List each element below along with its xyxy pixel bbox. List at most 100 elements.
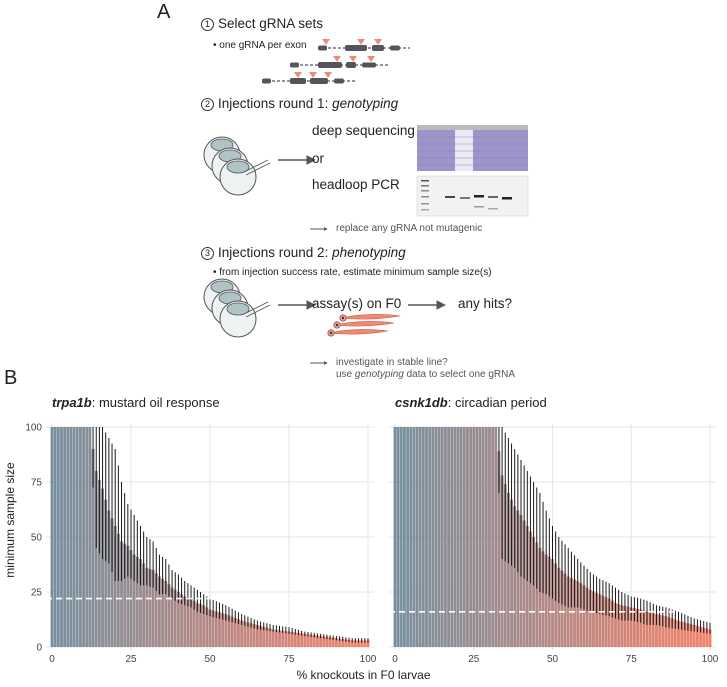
- chart-bar: [154, 573, 158, 647]
- chart-bar: [702, 627, 706, 647]
- chart-bar: [579, 583, 583, 647]
- chart-bar: [472, 427, 476, 647]
- chart-bar: [189, 598, 193, 647]
- chart-bar: [357, 640, 360, 647]
- chart-bar: [673, 619, 677, 647]
- y-tick-label: 25: [31, 588, 43, 599]
- chart-bar: [363, 640, 367, 647]
- chart-bar: [481, 427, 485, 647]
- chart-bar: [322, 636, 326, 647]
- chart-bar: [205, 607, 209, 647]
- chart-bar: [503, 484, 507, 647]
- grna-arrowhead-icon: [309, 72, 317, 78]
- chart-bar: [522, 520, 526, 647]
- chart-bar: [192, 600, 196, 647]
- chart-csnk1db: 0 25 50 75 100: [389, 424, 719, 665]
- chart-bar: [360, 640, 364, 647]
- chart-bar: [230, 616, 234, 647]
- chart-bar: [262, 626, 266, 647]
- chart-bar: [437, 427, 441, 647]
- chart-bar: [274, 629, 278, 647]
- chart-bar: [50, 427, 54, 647]
- x-tick-label: 25: [468, 654, 480, 665]
- chart-bar: [214, 611, 218, 647]
- chart-bar: [312, 635, 316, 647]
- grna-arrowhead-icon: [294, 72, 302, 78]
- chart-bar: [249, 623, 253, 647]
- chart-bar: [500, 475, 504, 647]
- chart-bar: [677, 620, 680, 647]
- chart-bar: [176, 592, 180, 647]
- chart-bar: [306, 634, 310, 647]
- chart-bar: [227, 615, 231, 647]
- chart-bar: [290, 632, 294, 647]
- chart-bar: [563, 573, 567, 647]
- step1-title: 1 Select gRNA sets: [201, 16, 323, 31]
- chart-bar: [639, 609, 643, 647]
- chart-bar: [576, 581, 580, 647]
- chart-bar: [161, 578, 165, 647]
- chart-bar: [403, 427, 406, 647]
- x-tick-label: 75: [626, 654, 638, 665]
- chart-bar: [243, 621, 247, 647]
- chart-bar: [686, 623, 690, 647]
- x-tick-label: 100: [702, 654, 719, 665]
- chart-bar: [447, 427, 450, 647]
- chart-bar: [484, 427, 488, 647]
- chart-bar: [56, 427, 60, 647]
- chart-bar: [544, 554, 548, 647]
- chart-bar: [651, 613, 655, 647]
- chart-bar: [440, 427, 444, 647]
- chart-bar: [617, 604, 621, 647]
- chart-bar: [366, 640, 370, 647]
- chart-bar: [79, 427, 82, 647]
- chart-bar: [281, 630, 285, 647]
- chart-bar: [195, 603, 199, 647]
- chart-bar: [636, 608, 639, 647]
- chart-bar: [642, 610, 646, 647]
- sequencing-pileup-image: [417, 125, 528, 171]
- note-italic: genotyping: [354, 369, 404, 380]
- chart-bar: [297, 632, 300, 647]
- chart-bar: [529, 531, 532, 647]
- chart-bar: [63, 427, 67, 647]
- chart-bar: [126, 545, 130, 647]
- step3-title-italic: phenotyping: [332, 245, 406, 260]
- chart-bar: [475, 427, 479, 647]
- chart-bar: [510, 499, 513, 647]
- chart-right-title-italic: csnk1db: [395, 395, 448, 410]
- step-number-badge: 2: [201, 98, 214, 111]
- chart-bar: [97, 479, 101, 647]
- chart-bar: [72, 427, 76, 647]
- grna-arrowhead-icon: [374, 39, 382, 45]
- gel-image: [416, 175, 529, 217]
- chart-bar: [132, 554, 136, 647]
- chart-bar: [585, 587, 589, 647]
- chart-bar: [491, 427, 495, 647]
- chart-bar: [116, 533, 120, 647]
- chart-bar: [667, 617, 671, 647]
- chart-bar: [110, 518, 114, 647]
- x-tick-label: 50: [547, 654, 559, 665]
- grna-arrowhead-icon: [357, 39, 365, 45]
- chart-bar: [278, 630, 281, 647]
- y-tick-label: 50: [31, 533, 43, 544]
- chart-bar: [218, 612, 221, 647]
- step2-title: 2 Injections round 1: genotyping: [201, 96, 398, 111]
- chart-bar: [604, 597, 608, 647]
- chart-bar: [328, 637, 332, 647]
- chart-bar: [183, 596, 187, 647]
- note-prefix: use: [336, 369, 355, 380]
- step1-bullet: • one gRNA per exon: [213, 40, 307, 51]
- chart-bar: [695, 625, 699, 647]
- chart-bar: [393, 427, 397, 647]
- chart-bar: [287, 631, 291, 647]
- grna-arrowhead-icon: [322, 39, 330, 45]
- chart-bar: [180, 594, 183, 647]
- chart-bar: [53, 427, 57, 647]
- chart-bar: [123, 543, 127, 647]
- chart-bar: [300, 633, 304, 647]
- y-tick-label: 0: [36, 643, 42, 654]
- chart-bar: [443, 427, 447, 647]
- chart-bar: [268, 628, 272, 647]
